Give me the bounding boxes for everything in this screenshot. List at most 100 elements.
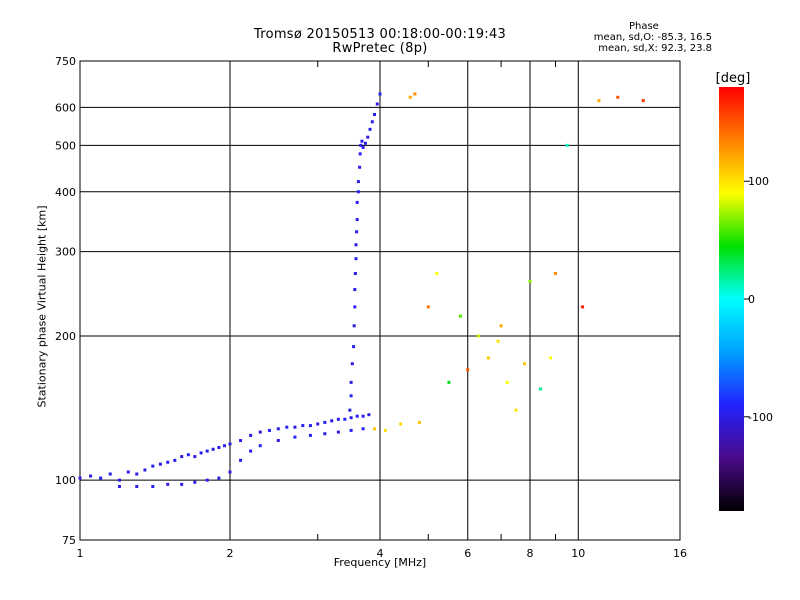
data-point — [323, 420, 327, 424]
data-point — [370, 120, 374, 124]
colorbar-tick-label: 100 — [748, 175, 769, 188]
axis-ticks: 1 2 4 6 8 10 16 75 100 200 300 400 500 600 750 — [55, 55, 687, 560]
x-tick-label: 16 — [673, 547, 687, 560]
data-point — [358, 165, 362, 169]
data-point — [166, 460, 170, 464]
data-point — [597, 99, 601, 103]
data-point — [205, 478, 209, 482]
data-point — [367, 413, 371, 417]
data-point — [496, 339, 500, 343]
data-point — [349, 416, 353, 420]
data-point — [316, 422, 320, 426]
data-point — [249, 433, 253, 437]
colorbar-unit: [deg] — [716, 71, 751, 86]
data-point — [89, 474, 93, 478]
data-point — [173, 458, 177, 462]
data-point — [476, 334, 480, 338]
phase-stats-title: Phase — [628, 21, 659, 32]
data-point — [239, 458, 243, 462]
data-point — [135, 484, 139, 488]
data-point — [426, 305, 430, 309]
data-point — [223, 444, 227, 448]
data-point — [249, 449, 253, 453]
colorbar-ticks: 100 0 -100 — [744, 175, 773, 424]
phase-stats: Phase mean, sd,O: -85.3, 16.5 mean, sd,X… — [594, 21, 712, 54]
data-point — [363, 141, 367, 145]
y-tick-label: 200 — [55, 330, 76, 343]
data-point — [258, 444, 262, 448]
data-point — [356, 190, 360, 194]
data-point — [151, 464, 155, 468]
data-point — [565, 143, 569, 147]
data-point — [193, 455, 197, 459]
chart-title: Tromsø 20150513 00:18:00-00:19:43 — [253, 27, 507, 42]
data-point — [413, 92, 417, 96]
data-point — [135, 472, 139, 476]
data-point — [336, 430, 340, 434]
data-point — [126, 470, 130, 474]
data-point — [361, 414, 365, 418]
data-point — [323, 432, 327, 436]
data-point — [435, 272, 439, 276]
data-point — [458, 314, 462, 318]
data-point — [276, 439, 280, 443]
x-tick-label: 6 — [464, 547, 471, 560]
y-tick-label: 750 — [55, 55, 76, 68]
data-point — [523, 362, 527, 366]
data-point — [352, 345, 356, 349]
data-point — [505, 380, 509, 384]
data-point — [293, 435, 297, 439]
data-point — [117, 484, 121, 488]
data-point — [539, 387, 543, 391]
data-point — [180, 482, 184, 486]
data-point — [99, 476, 103, 480]
colorbar-tick-label: -100 — [748, 411, 773, 424]
data-point — [336, 417, 340, 421]
data-point — [211, 447, 215, 451]
data-point — [356, 180, 360, 184]
data-point — [378, 92, 382, 96]
phase-stats-x: mean, sd,X: 92.3, 23.8 — [598, 43, 712, 54]
data-point — [258, 430, 262, 434]
scatter-points — [78, 92, 645, 488]
y-tick-label: 300 — [55, 246, 76, 259]
data-point — [553, 272, 557, 276]
data-point — [355, 230, 359, 234]
data-point — [158, 462, 162, 466]
data-point — [353, 288, 357, 292]
data-point — [354, 257, 358, 261]
data-point — [417, 420, 421, 424]
data-point — [143, 468, 147, 472]
data-point — [358, 152, 362, 156]
data-point — [308, 424, 312, 428]
data-point — [549, 356, 553, 360]
data-point — [355, 200, 359, 204]
x-tick-label: 1 — [77, 547, 84, 560]
data-point — [353, 272, 357, 276]
data-point — [267, 428, 271, 432]
data-point — [352, 324, 356, 328]
data-point — [355, 218, 359, 222]
data-point — [466, 368, 470, 372]
data-point — [117, 478, 121, 482]
x-tick-label: 10 — [571, 547, 585, 560]
data-point — [375, 102, 379, 106]
data-point — [366, 135, 370, 139]
data-point — [186, 453, 190, 457]
data-point — [355, 414, 359, 418]
data-point — [528, 279, 532, 283]
data-point — [151, 484, 155, 488]
data-point — [368, 127, 372, 131]
data-point — [486, 356, 490, 360]
data-point — [301, 424, 305, 428]
data-point — [217, 445, 221, 449]
data-point — [78, 476, 82, 480]
data-point — [383, 428, 387, 432]
grid — [80, 61, 680, 540]
data-point — [399, 422, 403, 426]
data-point — [180, 455, 184, 459]
data-point — [447, 380, 451, 384]
data-point — [217, 476, 221, 480]
data-point — [361, 427, 365, 431]
